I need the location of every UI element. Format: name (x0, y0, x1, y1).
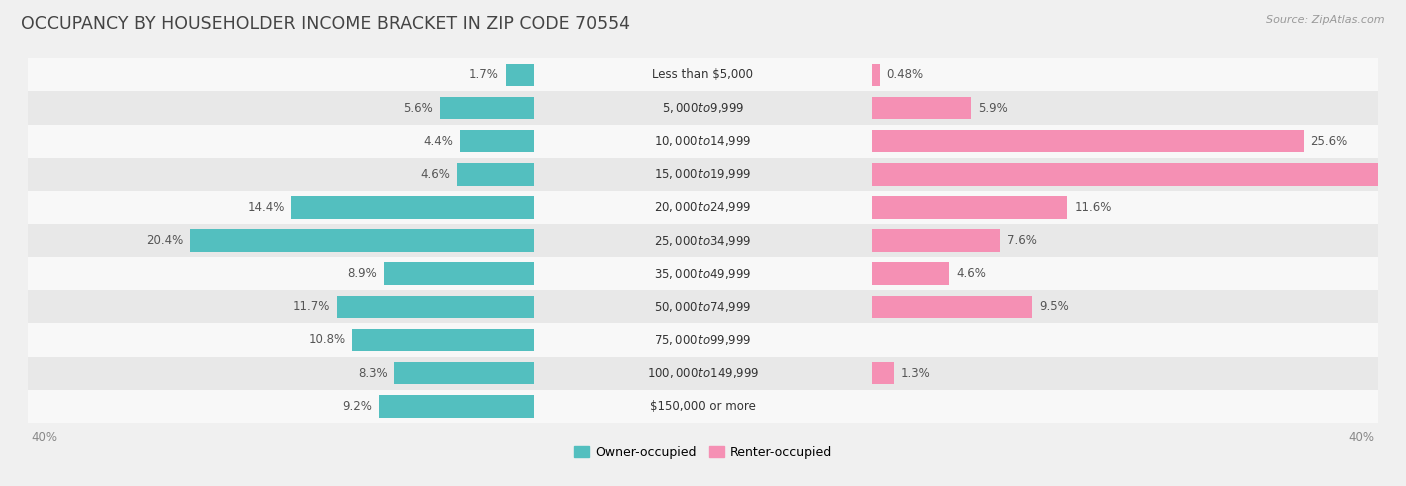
Bar (28, 58, 1378, 91)
Text: $100,000 to $149,999: $100,000 to $149,999 (647, 366, 759, 380)
Text: 14.4%: 14.4% (247, 201, 284, 214)
Bar (457, 163, 534, 186)
Text: 1.3%: 1.3% (900, 366, 931, 380)
Text: 11.6%: 11.6% (1074, 201, 1112, 214)
Text: $150,000 or more: $150,000 or more (650, 400, 756, 413)
Bar (28, 257, 1378, 290)
Legend: Owner-occupied, Renter-occupied: Owner-occupied, Renter-occupied (568, 441, 838, 464)
Text: $15,000 to $19,999: $15,000 to $19,999 (654, 167, 752, 181)
Bar (28, 390, 1378, 423)
Bar (460, 130, 534, 153)
Text: 4.4%: 4.4% (423, 135, 453, 148)
Bar (394, 362, 534, 384)
Bar (28, 91, 1378, 124)
Text: 40%: 40% (1348, 431, 1375, 444)
Bar (506, 64, 534, 86)
Bar (872, 163, 1406, 186)
Bar (440, 97, 534, 119)
Text: 0.48%: 0.48% (887, 69, 924, 81)
Bar (291, 196, 534, 219)
Text: $35,000 to $49,999: $35,000 to $49,999 (654, 267, 752, 281)
Bar (28, 224, 1378, 257)
Text: 7.6%: 7.6% (1007, 234, 1036, 247)
Bar (28, 290, 1378, 323)
Bar (190, 229, 534, 252)
Text: 4.6%: 4.6% (420, 168, 450, 181)
Text: 40%: 40% (31, 431, 58, 444)
Bar (352, 329, 534, 351)
Text: $50,000 to $74,999: $50,000 to $74,999 (654, 300, 752, 314)
Bar (872, 130, 1303, 153)
Text: 10.8%: 10.8% (308, 333, 346, 347)
Bar (872, 262, 949, 285)
Text: $5,000 to $9,999: $5,000 to $9,999 (662, 101, 744, 115)
Bar (872, 229, 1000, 252)
Bar (28, 357, 1378, 390)
Bar (872, 196, 1067, 219)
Text: Source: ZipAtlas.com: Source: ZipAtlas.com (1267, 15, 1385, 25)
Text: 9.2%: 9.2% (343, 400, 373, 413)
Text: 1.7%: 1.7% (470, 69, 499, 81)
Text: 5.6%: 5.6% (404, 102, 433, 115)
Text: 25.6%: 25.6% (1310, 135, 1347, 148)
Text: 4.6%: 4.6% (956, 267, 986, 280)
Text: Less than $5,000: Less than $5,000 (652, 69, 754, 81)
Bar (384, 262, 534, 285)
Bar (28, 124, 1378, 158)
Bar (28, 158, 1378, 191)
Bar (28, 323, 1378, 357)
Text: 8.3%: 8.3% (359, 366, 388, 380)
Text: 9.5%: 9.5% (1039, 300, 1069, 313)
Text: $10,000 to $14,999: $10,000 to $14,999 (654, 134, 752, 148)
Bar (380, 395, 534, 417)
Text: 20.4%: 20.4% (146, 234, 183, 247)
Text: $20,000 to $24,999: $20,000 to $24,999 (654, 200, 752, 214)
Text: OCCUPANCY BY HOUSEHOLDER INCOME BRACKET IN ZIP CODE 70554: OCCUPANCY BY HOUSEHOLDER INCOME BRACKET … (21, 15, 630, 33)
Bar (28, 191, 1378, 224)
Text: $75,000 to $99,999: $75,000 to $99,999 (654, 333, 752, 347)
Text: 5.9%: 5.9% (979, 102, 1008, 115)
Text: $25,000 to $34,999: $25,000 to $34,999 (654, 234, 752, 247)
Bar (337, 295, 534, 318)
Bar (872, 362, 894, 384)
Bar (872, 64, 880, 86)
Text: 11.7%: 11.7% (292, 300, 330, 313)
Bar (872, 97, 972, 119)
Bar (872, 295, 1032, 318)
Text: 8.9%: 8.9% (347, 267, 377, 280)
